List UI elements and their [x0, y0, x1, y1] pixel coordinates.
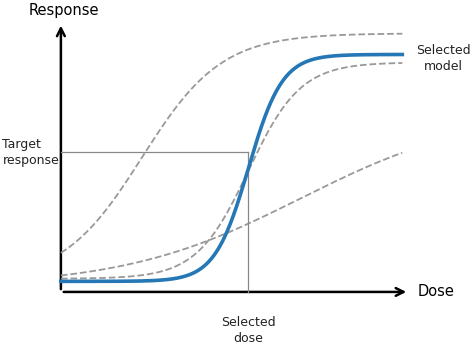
- Text: Dose: Dose: [418, 284, 455, 299]
- Text: Response: Response: [29, 2, 100, 18]
- Text: Selected
dose: Selected dose: [221, 316, 276, 345]
- Text: Selected
model: Selected model: [416, 44, 470, 73]
- Text: Target
response: Target response: [2, 138, 59, 167]
